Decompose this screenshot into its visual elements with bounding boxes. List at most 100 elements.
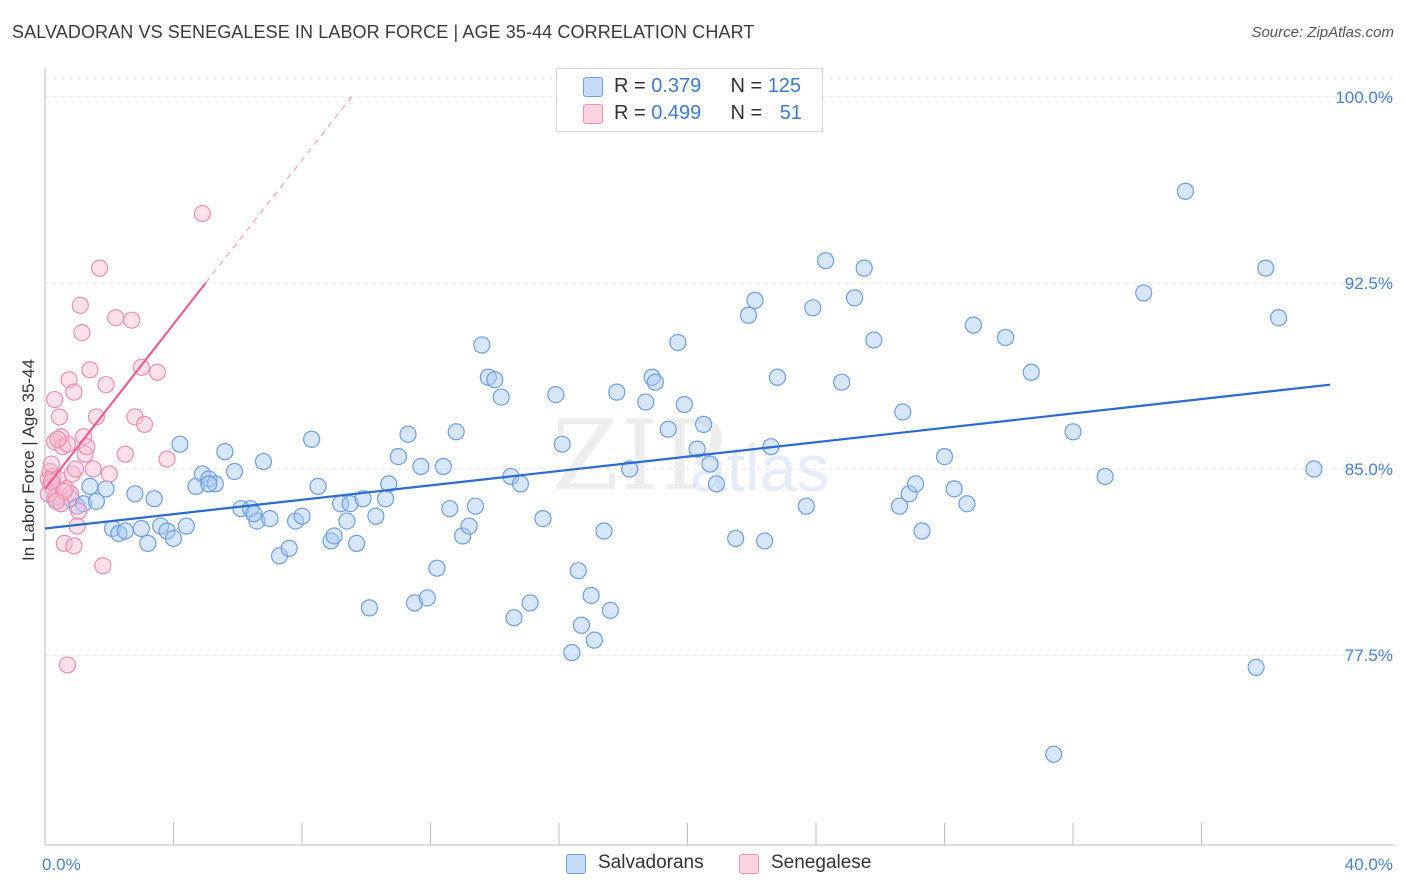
data-point <box>486 371 504 389</box>
data-point <box>460 517 478 535</box>
data-point <box>338 512 356 530</box>
data-point <box>58 435 77 453</box>
data-point <box>70 502 88 520</box>
data-point <box>303 430 321 448</box>
data-point <box>380 475 398 493</box>
data-point <box>900 485 918 503</box>
data-point <box>65 383 83 401</box>
data-points <box>39 182 1323 763</box>
x-tick-label-min: 0.0% <box>42 855 81 874</box>
data-point <box>582 586 600 605</box>
data-point <box>58 656 77 674</box>
data-point <box>572 616 591 634</box>
data-point <box>492 388 510 406</box>
data-point <box>441 500 459 518</box>
y-axis-title: In Labor Force | Age 35-44 <box>19 359 38 561</box>
data-point <box>935 448 954 466</box>
data-point <box>145 490 163 508</box>
data-point <box>42 455 61 473</box>
data-point <box>81 361 99 379</box>
data-point <box>360 599 379 617</box>
data-point <box>694 415 713 433</box>
data-point <box>132 519 150 538</box>
data-point <box>123 311 141 329</box>
data-point <box>49 430 67 448</box>
data-point <box>707 475 726 493</box>
legend-n-value: 51 <box>779 102 802 124</box>
trend-line-salvadorans <box>44 383 1331 530</box>
data-point <box>466 497 485 515</box>
y-tick-label: 100.0% <box>1335 88 1393 107</box>
data-point <box>148 363 167 381</box>
data-point <box>116 522 134 540</box>
legend-r-label: R = <box>614 75 652 97</box>
data-point <box>434 457 452 476</box>
data-point <box>293 507 311 525</box>
data-point <box>325 527 343 545</box>
data-point <box>643 368 661 386</box>
data-point <box>65 537 83 555</box>
data-point <box>608 383 626 401</box>
data-point <box>73 324 91 342</box>
legend-swatch-salvadorans <box>583 77 603 97</box>
trend-line-senegalese <box>44 282 207 490</box>
data-point <box>845 289 864 307</box>
data-point <box>139 534 157 553</box>
data-point <box>261 509 279 528</box>
data-point <box>669 333 687 352</box>
data-point <box>913 522 931 540</box>
data-point <box>97 480 115 498</box>
data-point <box>418 589 436 607</box>
data-point <box>688 440 706 458</box>
data-point <box>164 529 183 548</box>
data-point <box>341 495 359 513</box>
data-point <box>428 559 446 577</box>
data-point <box>309 477 327 495</box>
data-point <box>569 562 587 580</box>
data-point <box>563 643 581 662</box>
data-point <box>245 505 263 523</box>
data-point <box>894 403 912 421</box>
data-point <box>158 450 176 468</box>
axes <box>44 68 1395 846</box>
data-point <box>399 425 417 443</box>
data-point <box>1135 284 1153 302</box>
data-point <box>232 500 250 518</box>
y-tick-label: 77.5% <box>1345 646 1393 665</box>
data-point <box>521 594 539 612</box>
bottom-legend-swatch-senegalese <box>739 854 759 874</box>
data-point <box>505 609 523 627</box>
legend-swatch-senegalese <box>583 104 603 124</box>
bottom-legend-swatch-salvadorans <box>566 854 586 874</box>
data-point <box>659 420 677 438</box>
data-point <box>804 299 822 317</box>
data-point <box>547 386 565 404</box>
data-point <box>1257 259 1275 277</box>
data-point <box>964 316 983 334</box>
data-point <box>1305 460 1323 478</box>
bottom-legend-label-salvadorans: Salvadorans <box>598 852 704 873</box>
data-point <box>675 395 693 414</box>
legend-r-value: 0.379 <box>651 75 702 97</box>
data-point <box>1247 658 1265 677</box>
trend-lines <box>44 94 1331 530</box>
chart-title: SALVADORAN VS SENEGALESE IN LABOR FORCE … <box>12 22 755 42</box>
data-point <box>376 490 395 508</box>
data-point <box>996 328 1015 347</box>
legend-n-value: 125 <box>767 75 802 97</box>
data-point <box>171 435 189 453</box>
x-tick-label-max: 40.0% <box>1345 855 1393 874</box>
data-point <box>66 460 85 478</box>
trend-extension-senegalese <box>205 94 354 284</box>
data-point <box>47 492 65 510</box>
data-point <box>646 373 664 391</box>
data-point <box>473 336 491 354</box>
data-point <box>177 517 195 535</box>
data-point <box>84 460 102 478</box>
data-point <box>595 522 613 540</box>
data-point <box>254 452 273 471</box>
data-point <box>389 448 407 466</box>
data-point <box>601 601 620 619</box>
data-point <box>906 475 925 493</box>
